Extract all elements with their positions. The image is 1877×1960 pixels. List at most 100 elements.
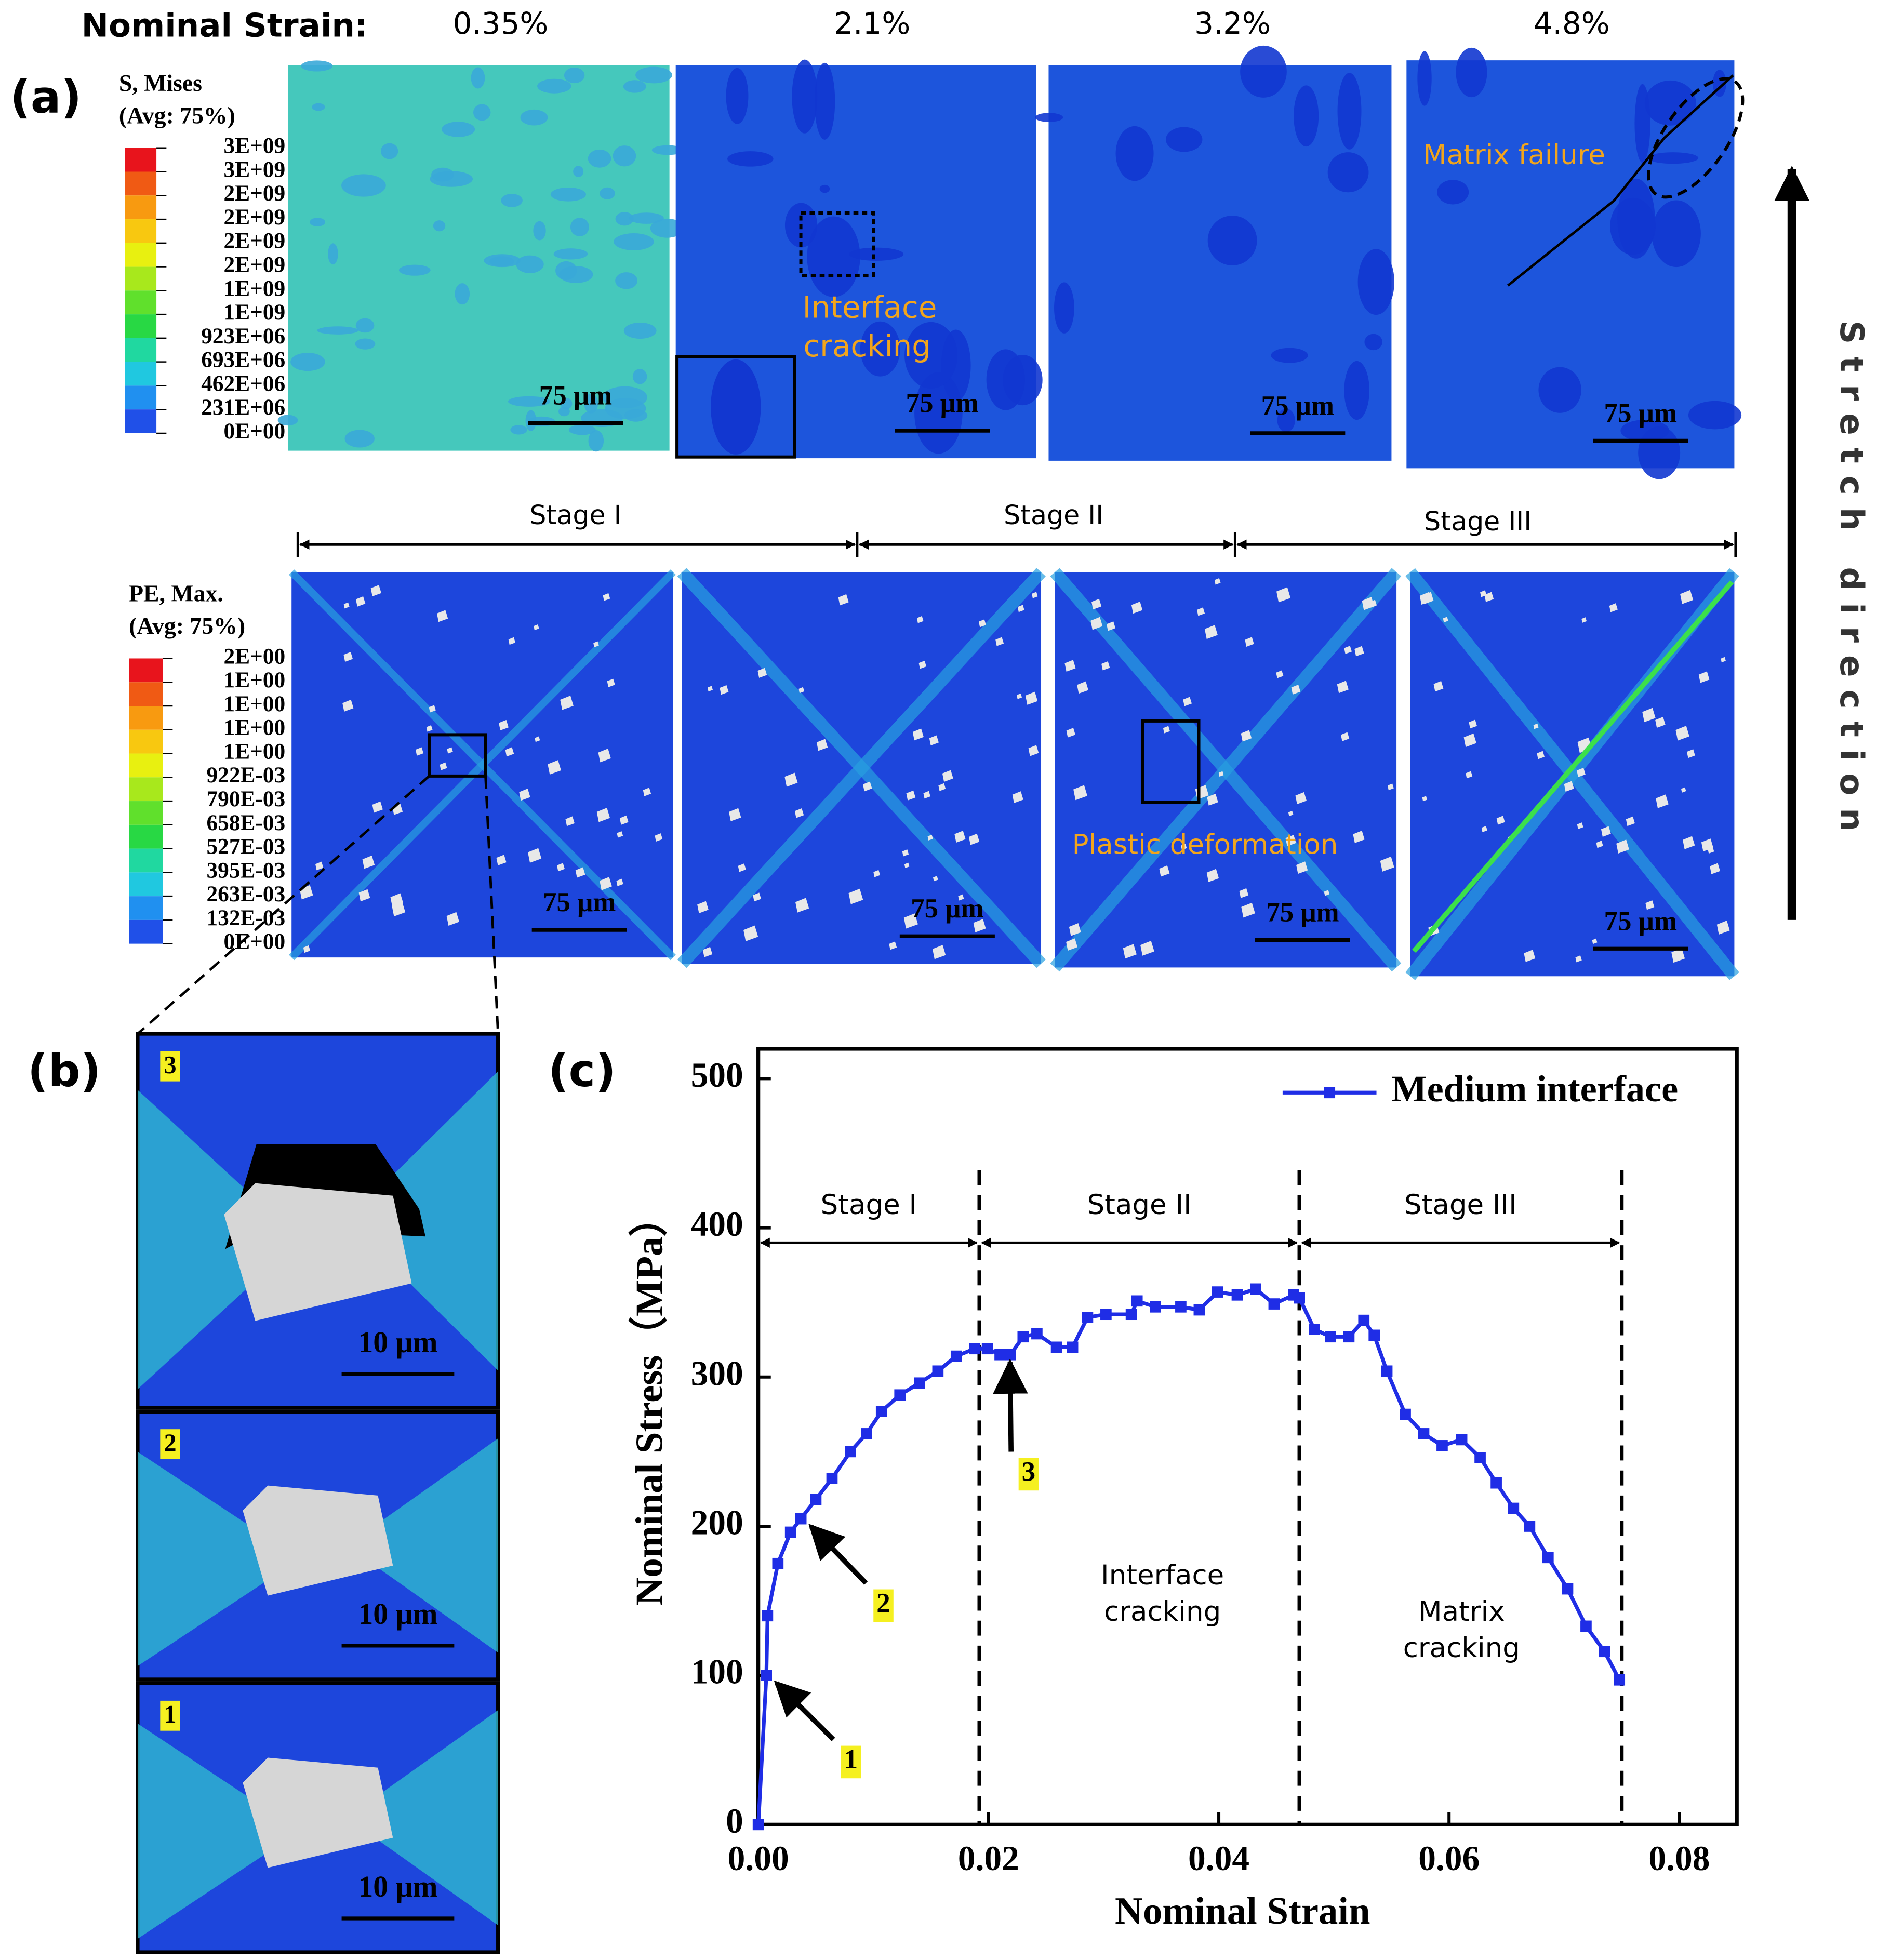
point bbox=[894, 1389, 906, 1401]
scale-bar-label: 75 μm bbox=[1261, 391, 1334, 421]
contour-blob bbox=[1166, 127, 1203, 152]
y-tick-label: 300 bbox=[691, 1354, 743, 1393]
strain-value: 0.35% bbox=[453, 6, 549, 41]
shear-band bbox=[137, 1451, 300, 1666]
point bbox=[1005, 1349, 1016, 1361]
contour-blob bbox=[520, 109, 548, 126]
point bbox=[1150, 1301, 1162, 1313]
particle bbox=[603, 593, 610, 601]
particle bbox=[499, 719, 509, 730]
contour-blob bbox=[986, 349, 1025, 410]
x-tick-label: 0.08 bbox=[1648, 1839, 1710, 1878]
shear-band bbox=[137, 1723, 300, 1939]
contour-blob bbox=[623, 322, 657, 339]
contour-blob bbox=[1035, 113, 1063, 122]
contour-blob bbox=[1638, 426, 1681, 479]
particle bbox=[548, 760, 561, 775]
panel-label: (b) bbox=[28, 1045, 101, 1097]
contour-blob bbox=[442, 122, 475, 137]
scale-bar-label: 10 μm bbox=[358, 1597, 437, 1631]
particle bbox=[560, 696, 574, 710]
legend-level: 2E+00 bbox=[224, 644, 286, 669]
particle bbox=[927, 834, 933, 841]
particle bbox=[355, 596, 366, 607]
x-tick-label: 0.02 bbox=[958, 1839, 1019, 1878]
particle bbox=[889, 941, 897, 950]
contour-blob bbox=[455, 283, 470, 305]
contour-blob bbox=[1271, 348, 1308, 363]
particle bbox=[904, 862, 910, 869]
particle bbox=[436, 610, 448, 622]
particle bbox=[1017, 694, 1022, 699]
step-badge bbox=[160, 1700, 180, 1731]
particle bbox=[1354, 646, 1364, 657]
particle bbox=[593, 641, 599, 647]
legend-band bbox=[125, 148, 157, 172]
particle bbox=[1196, 607, 1205, 616]
particle bbox=[1681, 787, 1686, 793]
contour-blob bbox=[1437, 180, 1469, 205]
particle bbox=[643, 788, 651, 796]
particle bbox=[416, 747, 424, 756]
step-label: 2 bbox=[876, 1588, 890, 1618]
particle bbox=[708, 686, 713, 692]
particle bbox=[1656, 794, 1669, 808]
particle bbox=[1671, 948, 1685, 963]
particle bbox=[1581, 617, 1587, 623]
contour-map bbox=[287, 65, 670, 451]
zoom-box bbox=[799, 211, 875, 277]
scale-bar-label: 75 μm bbox=[543, 887, 616, 917]
contour-blob bbox=[570, 218, 589, 236]
point bbox=[772, 1557, 784, 1569]
contour-blob bbox=[1364, 334, 1382, 351]
particle bbox=[1077, 681, 1088, 694]
point bbox=[1542, 1552, 1554, 1564]
contour-blob bbox=[344, 430, 375, 448]
y-tick-label: 200 bbox=[691, 1503, 743, 1542]
particle bbox=[873, 870, 881, 877]
particle bbox=[902, 849, 909, 857]
contour-blob bbox=[792, 59, 818, 134]
contour-blob bbox=[516, 255, 544, 273]
particle bbox=[1469, 719, 1477, 729]
point bbox=[1131, 1295, 1143, 1307]
legend-level: 923E+06 bbox=[201, 324, 285, 349]
contour-blob bbox=[1617, 178, 1655, 259]
particle bbox=[923, 791, 930, 799]
point bbox=[795, 1513, 807, 1525]
contour-blob bbox=[1294, 85, 1319, 147]
stage-label: Stage II bbox=[1004, 500, 1103, 530]
inset-blob bbox=[711, 359, 761, 455]
particle bbox=[1276, 670, 1284, 678]
point bbox=[1193, 1304, 1205, 1316]
particle bbox=[1028, 745, 1039, 756]
contour-blob bbox=[508, 396, 551, 407]
legend-level: 790E-03 bbox=[206, 786, 285, 811]
strain-value: 2.1% bbox=[834, 6, 910, 41]
contour-blob bbox=[629, 212, 664, 224]
contour-blob bbox=[550, 187, 586, 202]
particle bbox=[1698, 671, 1710, 683]
contour-blob bbox=[623, 80, 646, 93]
legend-band bbox=[129, 658, 163, 683]
particle bbox=[1241, 730, 1252, 742]
particle bbox=[753, 892, 762, 902]
particle bbox=[1645, 900, 1655, 910]
legend-level: 1E+09 bbox=[224, 300, 286, 325]
contour-blob bbox=[380, 143, 398, 159]
particle bbox=[816, 739, 828, 751]
legend-band bbox=[125, 171, 157, 196]
particle bbox=[508, 637, 516, 645]
stage-label: Stage III bbox=[1424, 506, 1532, 537]
particle bbox=[1064, 660, 1076, 672]
particle bbox=[906, 790, 916, 801]
legend-band bbox=[129, 848, 163, 873]
scale-bar-label: 75 μm bbox=[911, 894, 983, 924]
particle bbox=[372, 801, 383, 813]
contour-blob bbox=[860, 321, 900, 377]
legend-level: 462E+06 bbox=[201, 371, 285, 396]
particle bbox=[973, 919, 986, 932]
particle bbox=[932, 945, 946, 959]
legend-band bbox=[125, 243, 157, 267]
step-badge bbox=[1018, 1458, 1039, 1491]
